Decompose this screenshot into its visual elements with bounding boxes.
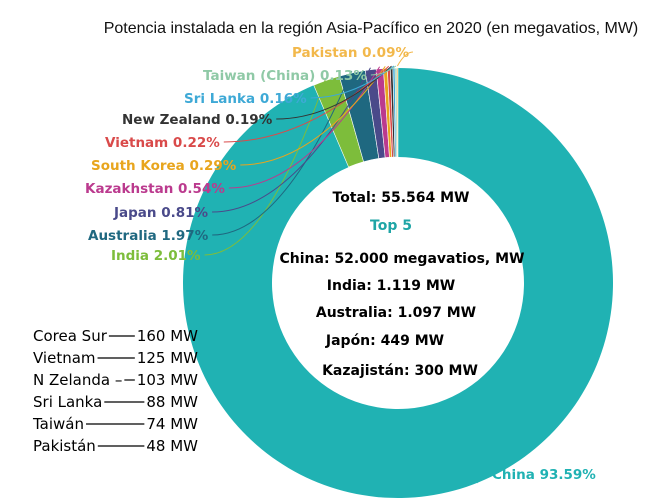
leader-line-9 <box>370 65 397 76</box>
donut-slices <box>182 67 613 498</box>
slice-0 <box>182 68 613 498</box>
side-legend-name-1: Vietnam <box>33 349 96 367</box>
slice-label-1: India 2.01% <box>111 248 201 264</box>
side-legend-value-5: 48 MW <box>146 437 198 455</box>
slice-label-3: Japan 0.81% <box>113 205 209 221</box>
label-leader-lines <box>204 51 489 484</box>
side-legend: Corea Sur 160 MW Vietnam 125 MW N Zelanda – 1… <box>32 327 198 455</box>
center-line-australia: Australia: 1.097 MW <box>316 305 476 321</box>
center-line-china: China: 52.000 megavatios, MW <box>280 251 525 267</box>
slice-labels: China 93.59% India 2.01% Australia 1.97% Ja… <box>85 45 596 483</box>
leader-line-10 <box>396 51 414 67</box>
side-legend-value-3: 88 MW <box>146 393 198 411</box>
leader-line-3 <box>212 67 371 213</box>
slice-label-8: Sri Lanka 0.16% <box>184 91 307 107</box>
side-legend-name-4: Taiwán <box>32 415 84 433</box>
center-top5-heading: Top 5 <box>370 218 412 234</box>
slice-label-9: Taiwan (China) 0.13% <box>203 68 367 84</box>
center-line-japan: Japón: 449 MW <box>325 333 444 349</box>
side-legend-value-1: 125 MW <box>137 349 198 367</box>
side-legend-name-0: Corea Sur <box>33 327 108 345</box>
leader-line-5 <box>240 66 386 166</box>
slice-label-2: Australia 1.97% <box>88 228 209 244</box>
leader-line-0 <box>476 468 489 484</box>
leader-line-2 <box>212 70 353 236</box>
side-legend-name-5: Pakistán <box>33 437 96 455</box>
leader-line-6 <box>223 65 390 143</box>
slice-label-5: South Korea 0.29% <box>91 158 237 174</box>
side-legend-name-3: Sri Lanka <box>33 393 102 411</box>
side-legend-value-0: 160 MW <box>137 327 198 345</box>
slice-label-4: Kazakhstan 0.54% <box>85 181 225 197</box>
center-summary: Total: 55.564 MW Top 5 China: 52.000 meg… <box>280 190 525 379</box>
side-legend-name-2: N Zelanda – <box>33 371 122 389</box>
center-line-india: India: 1.119 MW <box>327 278 455 294</box>
slice-label-10: Pakistan 0.09% <box>292 45 409 61</box>
leader-line-4 <box>228 66 381 189</box>
side-legend-value-2: 103 MW <box>137 371 198 389</box>
center-line-kazakhstan: Kazajistán: 300 MW <box>322 363 478 379</box>
slice-label-6: Vietnam 0.22% <box>105 135 220 151</box>
chart-title: Potencia instalada en la región Asia-Pac… <box>104 20 639 37</box>
side-legend-value-4: 74 MW <box>146 415 198 433</box>
slice-label-0: China 93.59% <box>492 467 596 483</box>
slice-label-7: New Zealand 0.19% <box>122 112 273 128</box>
center-total: Total: 55.564 MW <box>333 190 470 206</box>
slice-10 <box>396 67 399 158</box>
